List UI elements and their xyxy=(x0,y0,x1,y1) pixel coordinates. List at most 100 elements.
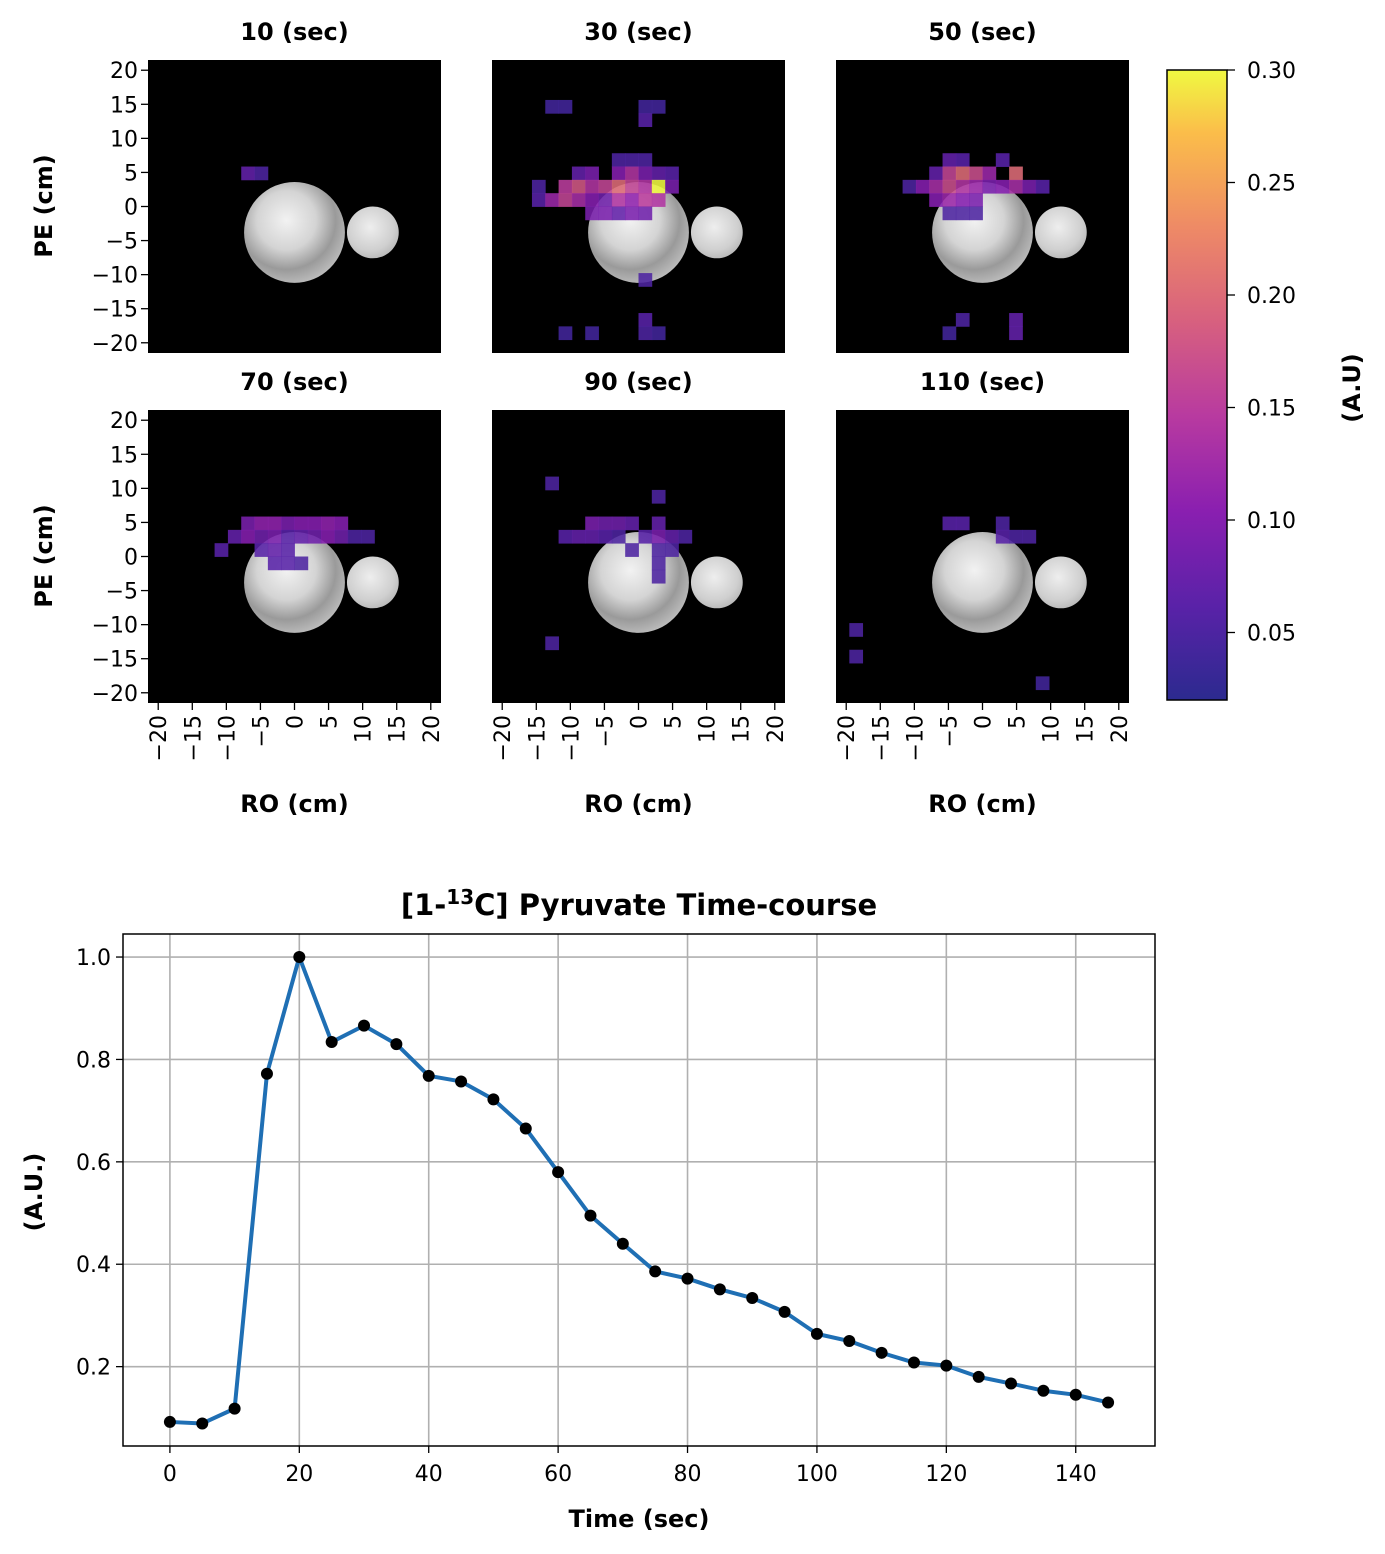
chart-xtick-label: 0 xyxy=(163,1462,177,1487)
heatmap-cell xyxy=(651,99,666,114)
heatmap-cell xyxy=(942,326,957,341)
heatmap-cell xyxy=(929,166,943,181)
colorbar-tick-label: 0.10 xyxy=(1247,509,1296,534)
heatmap-cell xyxy=(969,193,983,207)
image-ytick-label: −10 xyxy=(92,614,138,639)
image-xtick-label: 10 xyxy=(696,715,721,743)
panel-xlabel-right: RO (cm) xyxy=(928,790,1036,818)
chart-xtick-label: 40 xyxy=(415,1462,443,1487)
heatmap-cell xyxy=(969,179,983,194)
image-xtick-label: 20 xyxy=(420,715,445,743)
heatmap-cell xyxy=(598,516,613,531)
image-ytick-label: 20 xyxy=(110,409,138,434)
timecourse-chart: [1-13C] Pyruvate Time-course 0 20 40 60 80 10… xyxy=(20,885,1156,1533)
chart-ytick-label: 0.2 xyxy=(76,1356,111,1381)
heatmap-cell xyxy=(678,529,693,544)
heatmap-cell xyxy=(281,543,295,557)
heatmap-cell xyxy=(638,326,653,341)
image-ytick-label: −15 xyxy=(92,298,138,323)
heatmap-cell xyxy=(1022,529,1037,544)
heatmap-cell xyxy=(955,166,970,181)
heatmap-cell xyxy=(625,193,639,207)
heatmap-cell xyxy=(1035,179,1050,194)
heatmap-cell xyxy=(651,569,666,584)
heatmap-cell xyxy=(929,193,943,207)
heatmap-cell xyxy=(955,206,970,221)
heatmap-cell xyxy=(1009,166,1023,181)
chart-ytick-label: 0.8 xyxy=(76,1048,111,1073)
heatmap-cell xyxy=(955,313,970,327)
panel-90s: 90 (sec) xyxy=(492,368,785,703)
heatmap-cell xyxy=(651,179,666,194)
heatmap-cell xyxy=(598,193,613,207)
series-points xyxy=(163,951,1115,1430)
data-point xyxy=(1102,1396,1115,1409)
heatmap-cell xyxy=(598,206,613,221)
heatmap-cell xyxy=(638,193,653,207)
heatmap-cell xyxy=(1035,676,1050,691)
heatmap-cell xyxy=(585,326,599,341)
data-point xyxy=(649,1265,662,1278)
heatmap-cell xyxy=(254,543,269,557)
heatmap-cell xyxy=(545,636,559,651)
image-ytick-label: −15 xyxy=(92,648,138,673)
image-xtick-label: −5 xyxy=(593,715,618,747)
heatmap-cell xyxy=(545,476,559,491)
heatmap-cell xyxy=(294,556,309,571)
heatmap-cell xyxy=(849,623,864,637)
heatmap-cell xyxy=(942,516,957,531)
chart-ytick-label: 0.6 xyxy=(76,1151,111,1176)
heatmap-cell xyxy=(651,556,666,571)
heatmap-cell xyxy=(1009,326,1023,341)
data-point xyxy=(260,1067,273,1080)
heatmap-cell xyxy=(638,99,653,114)
panel-110s: 110 (sec) xyxy=(836,368,1129,703)
heatmap-cell xyxy=(254,166,269,181)
chart-ylabel: (A.U.) xyxy=(20,1153,48,1232)
image-xtick-label: 5 xyxy=(662,715,687,729)
heatmap-cell xyxy=(651,489,666,504)
panel-50s: 50 (sec) xyxy=(836,18,1129,353)
image-ytick-label: −10 xyxy=(92,264,138,289)
image-axis-ticks: −20−15−10−505101520−20−15−10−505101520−2… xyxy=(92,59,1133,761)
chart-xtick-label: 120 xyxy=(925,1462,967,1487)
image-xtick-label: 0 xyxy=(284,715,309,729)
chart-title-rest: C] Pyruvate Time-course xyxy=(474,888,877,922)
series-line xyxy=(169,955,1109,1426)
panel-10s: 10 (sec) xyxy=(148,18,441,353)
data-point xyxy=(390,1038,403,1051)
image-xtick-label: 0 xyxy=(972,715,997,729)
panel-ylabel-top: PE (cm) xyxy=(30,154,58,258)
heatmap-cell xyxy=(1009,179,1023,194)
heatmap-cell xyxy=(571,179,586,194)
heatmap-overlay xyxy=(849,516,1050,691)
heatmap-cell xyxy=(294,529,309,544)
heatmap-cell xyxy=(294,516,309,531)
heatmap-overlay xyxy=(902,153,1050,341)
heatmap-cell xyxy=(638,113,653,127)
heatmap-cell xyxy=(625,206,639,221)
panel-title: 50 (sec) xyxy=(928,18,1036,46)
data-point xyxy=(293,951,306,964)
data-point xyxy=(843,1335,856,1348)
heatmap-cell xyxy=(651,543,666,557)
small-sphere xyxy=(1034,556,1087,609)
heatmap-cell xyxy=(955,153,970,167)
heatmap-cell xyxy=(307,529,322,544)
heatmap-cell xyxy=(638,206,653,221)
heatmap-cell xyxy=(585,166,599,181)
panel-title: 90 (sec) xyxy=(584,368,692,396)
heatmap-cell xyxy=(651,166,666,181)
heatmap-cell xyxy=(321,516,335,531)
heatmap-cell xyxy=(625,153,639,167)
heatmap-cell xyxy=(995,516,1010,531)
small-sphere xyxy=(1034,206,1087,259)
panel-xlabel-middle: RO (cm) xyxy=(584,790,692,818)
panel-xlabel-left: RO (cm) xyxy=(240,790,348,818)
large-sphere xyxy=(244,181,345,283)
data-point xyxy=(972,1370,985,1383)
image-xtick-label: 5 xyxy=(1006,715,1031,729)
heatmap-cell xyxy=(638,153,653,167)
heatmap-cell xyxy=(241,516,255,531)
